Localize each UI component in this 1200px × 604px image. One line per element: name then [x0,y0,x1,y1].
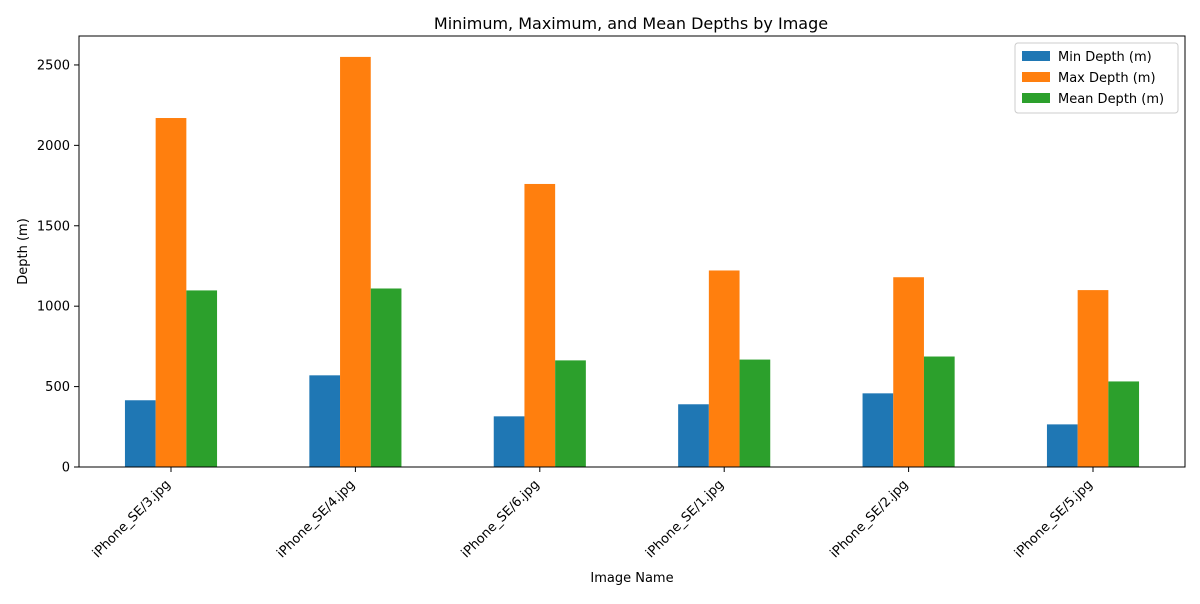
x-axis-label: Image Name [590,571,673,586]
chart-title: Minimum, Maximum, and Mean Depths by Ima… [434,14,828,33]
x-tick-label: iPhone_SE/2.jpg [827,477,911,561]
y-tick-label: 1000 [37,300,70,315]
bar-mean-2 [370,288,402,467]
bar-mean-4 [739,359,771,467]
bar-max-3 [524,183,556,467]
bar-max-1 [155,118,187,468]
bar-min-1 [124,400,156,467]
y-axis-label: Depth (m) [16,218,31,285]
plot-frame [78,35,1186,468]
bar-mean-3 [555,360,586,467]
x-tick-label: iPhone_SE/3.jpg [90,477,174,561]
bar-min-3 [493,416,525,467]
legend-label-3: Mean Depth (m) [1058,92,1164,107]
bar-max-6 [1077,290,1109,467]
x-tick-label: iPhone_SE/1.jpg [643,477,727,561]
legend: Min Depth (m) Max Depth (m) Mean Depth (m) [1014,42,1179,114]
bar-min-6 [1046,424,1078,467]
y-tick-label: 2000 [37,139,70,154]
legend-swatch-3 [1022,93,1050,103]
bar-max-5 [893,277,924,467]
y-tick-label: 0 [62,461,70,476]
y-tick-label: 2500 [37,58,70,73]
bars-group [124,56,1140,468]
x-tick-label: iPhone_SE/6.jpg [459,477,543,561]
x-tick-label: iPhone_SE/5.jpg [1012,477,1096,561]
y-axis: 0 500 1000 1500 2000 2500 [37,58,79,476]
legend-label-1: Min Depth (m) [1058,50,1152,65]
bar-max-2 [340,56,371,467]
bar-min-5 [862,393,894,467]
y-tick-label: 500 [45,380,70,395]
y-tick-label: 1500 [37,219,70,234]
bar-min-4 [678,404,709,467]
bar-min-2 [309,375,341,467]
x-tick-label: iPhone_SE/4.jpg [274,477,358,561]
x-axis: iPhone_SE/3.jpg iPhone_SE/4.jpg iPhone_SE/… [90,467,1096,561]
bar-mean-1 [186,290,218,467]
bar-mean-5 [923,356,955,467]
bar-mean-6 [1108,381,1140,467]
legend-swatch-1 [1022,51,1050,61]
legend-swatch-2 [1022,72,1050,82]
legend-label-2: Max Depth (m) [1058,71,1156,86]
legend-box [1014,42,1179,114]
bar-max-4 [708,270,740,467]
